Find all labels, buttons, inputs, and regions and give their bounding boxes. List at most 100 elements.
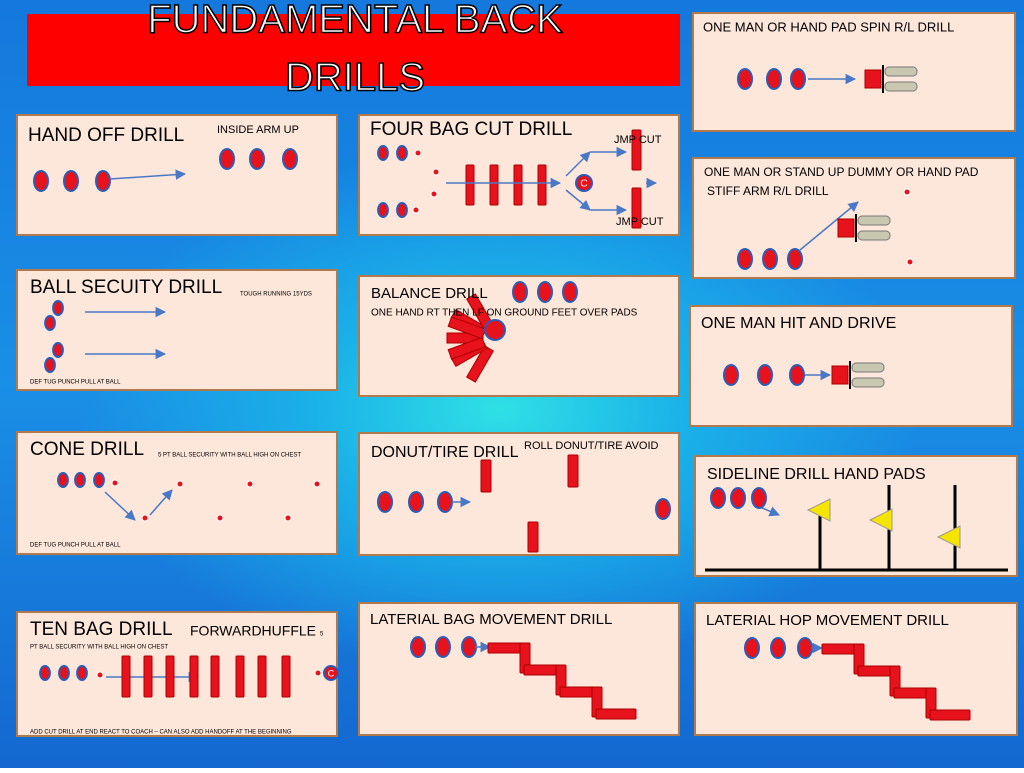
player — [562, 281, 578, 303]
cone — [414, 149, 422, 157]
hand-pad — [837, 218, 855, 238]
panel — [694, 455, 1018, 577]
panel-note: 5 — [320, 632, 324, 638]
panel-note: DEF TUG PUNCH PULL AT BALL — [30, 543, 121, 549]
coach-label: C — [328, 668, 335, 678]
bag — [210, 655, 220, 698]
bag — [631, 187, 642, 229]
cone — [216, 514, 224, 522]
player — [797, 637, 813, 659]
drill-shapes: CC — [33, 65, 1008, 721]
player — [730, 487, 746, 509]
pad-cylinder — [857, 230, 891, 241]
panel-title: BALL SECUITY DRILL — [30, 277, 222, 298]
player — [377, 491, 393, 513]
player — [44, 315, 56, 331]
player — [766, 68, 782, 90]
panel-title: ONE MAN OR STAND UP DUMMY OR HAND PAD — [704, 165, 979, 179]
panel-note: ADD CUT DRILL AT END REACT TO COACH – CA… — [30, 730, 292, 736]
bag — [143, 655, 153, 698]
pad-cylinder — [884, 66, 918, 77]
title-banner — [27, 14, 680, 86]
bag — [527, 521, 539, 553]
panel-note: JMP CUT — [616, 216, 664, 228]
pad-cylinder — [851, 377, 885, 388]
hand-pad-marker — [868, 508, 893, 532]
bag — [165, 655, 175, 698]
panel-note: 5 PT BALL SECURITY WITH BALL HIGH ON CHE… — [158, 453, 301, 459]
bag — [121, 655, 131, 698]
panel-note: JMP CUT — [614, 134, 662, 146]
cone — [430, 190, 438, 198]
player — [44, 357, 56, 373]
balance-pad — [465, 345, 495, 383]
player — [410, 636, 426, 658]
player — [461, 636, 477, 658]
cone — [246, 480, 254, 488]
bag — [567, 454, 579, 488]
player — [408, 491, 424, 513]
cone — [96, 671, 104, 679]
player — [58, 665, 70, 681]
panel-title: FOUR BAG CUT DRILL — [370, 119, 572, 140]
player — [723, 364, 739, 386]
arrow — [761, 506, 780, 517]
player — [396, 202, 408, 218]
bag — [235, 655, 245, 698]
player — [751, 487, 767, 509]
player — [790, 68, 806, 90]
player — [396, 145, 408, 161]
panel-title: ONE MAN OR HAND PAD SPIN R/L DRILL — [703, 19, 954, 34]
player — [737, 248, 753, 270]
panel — [358, 275, 680, 397]
panels — [16, 12, 1018, 737]
arrow — [565, 189, 591, 211]
panel-title: DONUT/TIRE DRILL — [371, 444, 519, 461]
panel-note: INSIDE ARM UP — [217, 124, 299, 136]
arrow — [565, 151, 591, 177]
player — [76, 665, 88, 681]
player — [33, 170, 49, 192]
balance-pad — [447, 336, 487, 360]
player — [39, 665, 51, 681]
panel-title: HAND OFF DRILL — [28, 125, 184, 146]
cone — [432, 168, 440, 176]
player — [249, 148, 265, 170]
arrow — [109, 169, 187, 180]
player — [744, 637, 760, 659]
pad-cylinder — [851, 362, 885, 373]
panel — [16, 611, 338, 737]
panel-title: BALANCE DRILL — [371, 285, 488, 302]
panel-title: CONE DRILL — [30, 439, 144, 460]
cone — [284, 514, 292, 522]
cone — [906, 258, 914, 266]
hand-pad — [864, 69, 882, 89]
player — [93, 472, 105, 488]
panel-note: ONE HAND RT THEN LF ON GROUND FEET OVER … — [371, 308, 638, 319]
panel-note: TOUGH RUNNING 15YDS — [240, 292, 312, 298]
player — [377, 145, 389, 161]
panel-title: SIDELINE DRILL HAND PADS — [707, 466, 926, 483]
player — [377, 202, 389, 218]
player — [762, 248, 778, 270]
bag — [189, 655, 199, 698]
player — [787, 248, 803, 270]
slide-title: DRILLS — [285, 56, 425, 100]
player — [63, 170, 79, 192]
player — [789, 364, 805, 386]
player — [74, 472, 86, 488]
bag — [281, 655, 291, 698]
arrow — [799, 201, 859, 251]
player — [219, 148, 235, 170]
player — [437, 491, 453, 513]
player — [737, 68, 753, 90]
arrow — [149, 489, 173, 516]
player — [57, 472, 69, 488]
player — [655, 498, 671, 520]
bag — [257, 655, 267, 698]
bag — [513, 164, 523, 206]
bag — [631, 129, 642, 171]
panel-note: ROLL DONUT/TIRE AVOID — [524, 440, 659, 452]
panel-title: LATERIAL BAG MOVEMENT DRILL — [370, 611, 612, 628]
